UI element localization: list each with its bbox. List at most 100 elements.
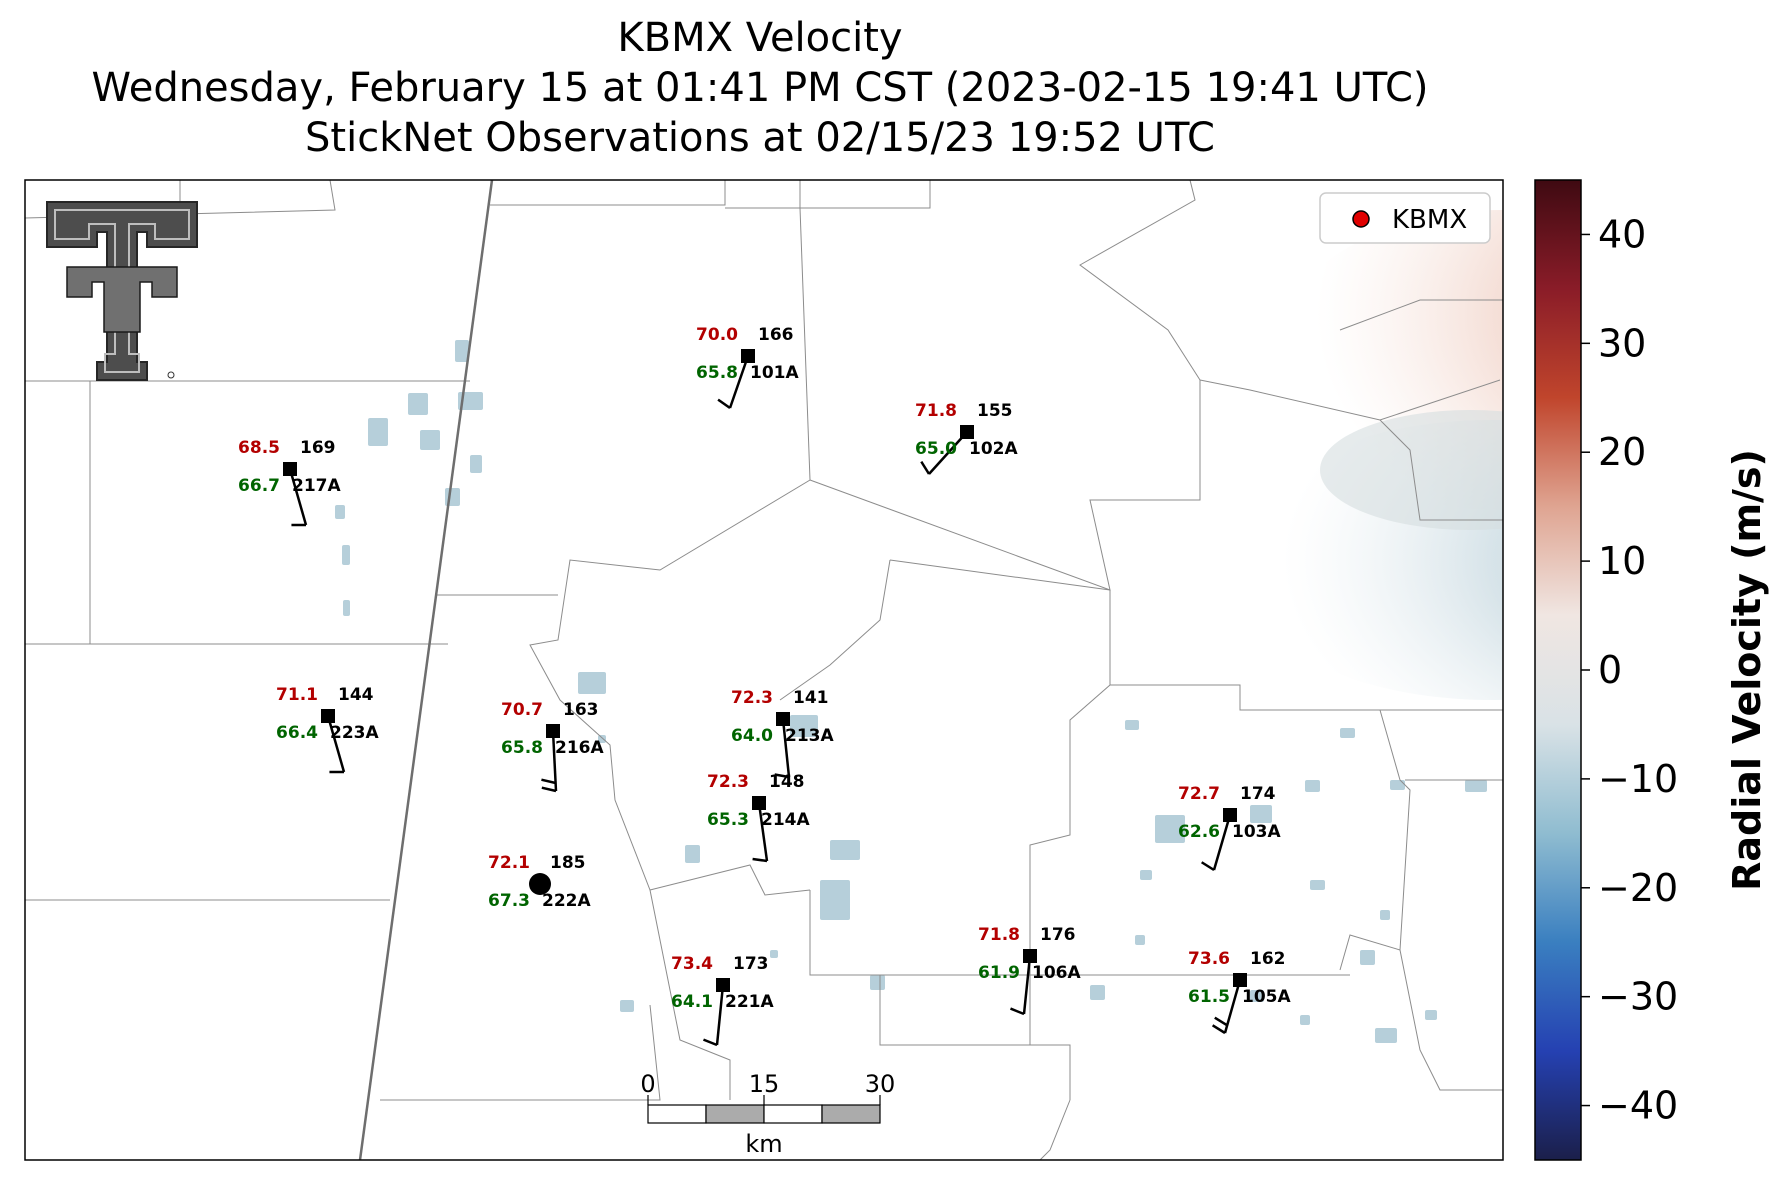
station-id: 214A [761, 810, 810, 830]
wind-barb-shaft [326, 715, 346, 773]
wind-barb-flag [920, 460, 931, 475]
station-pressure: 155 [977, 401, 1013, 421]
station-pressure: 144 [338, 685, 374, 705]
map-subtitle-time: Wednesday, February 15 at 01:41 PM CST (… [91, 65, 1429, 111]
station-dewpoint: 65.0 [915, 439, 957, 459]
station-223a[interactable]: 71.1 144 66.4 223A [276, 685, 379, 774]
echo-cell [1300, 1015, 1310, 1025]
station-103a[interactable]: 72.7 174 62.6 103A [1178, 784, 1281, 872]
logo-double-t [46, 201, 198, 381]
station-pressure: 176 [1040, 925, 1076, 945]
echo-cell [408, 393, 428, 415]
station-pressure: 148 [769, 772, 805, 792]
echo-cell [1155, 815, 1185, 843]
echo-cell [1465, 780, 1487, 792]
wind-barb-flag [774, 773, 790, 779]
echo-cell [342, 545, 350, 565]
legend-label-kbmx: KBMX [1392, 205, 1467, 235]
station-dewpoint: 65.3 [707, 810, 749, 830]
radar-echo-cells [335, 340, 1487, 1043]
station-222a[interactable]: 72.1 185 67.3 222A [488, 853, 591, 911]
wind-barb-shaft [715, 984, 725, 1046]
station-temperature: 71.8 [978, 925, 1020, 945]
station-temperature: 73.6 [1188, 949, 1230, 969]
station-pressure: 162 [1250, 949, 1286, 969]
station-dewpoint: 65.8 [696, 363, 738, 383]
station-101a[interactable]: 70.0 166 65.8 101A [696, 325, 799, 410]
echo-cell [470, 455, 482, 473]
station-214a[interactable]: 72.3 148 65.3 214A [707, 772, 810, 863]
station-216a[interactable]: 70.7 163 65.8 216A [501, 700, 604, 793]
station-pressure: 163 [563, 700, 599, 720]
colorbar-tick-label: 0 [1598, 648, 1622, 692]
station-dewpoint: 61.9 [978, 963, 1020, 983]
station-221a[interactable]: 73.4 173 64.1 221A [671, 954, 774, 1047]
wind-barb-flag [752, 857, 768, 863]
echo-cell [1250, 990, 1264, 1002]
wind-barb-shaft [928, 431, 968, 475]
station-id: 105A [1242, 987, 1291, 1007]
station-217a[interactable]: 68.5 169 66.7 217A [238, 438, 341, 527]
station-dewpoint: 62.6 [1178, 822, 1220, 842]
colorbar-tick-label: −10 [1598, 757, 1678, 801]
station-temperature: 72.3 [731, 688, 773, 708]
station-calm-marker [529, 873, 551, 895]
echo-cell [685, 845, 700, 863]
echo-cell [870, 975, 885, 990]
scale-tick-30: 30 [865, 1070, 896, 1098]
station-106a[interactable]: 71.8 176 61.9 106A [978, 925, 1081, 1016]
echo-cell [830, 840, 860, 860]
station-temperature: 72.3 [707, 772, 749, 792]
echo-cell [1250, 805, 1272, 823]
station-dewpoint: 66.7 [238, 476, 280, 496]
station-dewpoint: 67.3 [488, 891, 530, 911]
wind-barb-flag [541, 778, 556, 785]
station-temperature: 70.0 [696, 325, 738, 345]
wind-barb-flag [703, 1038, 718, 1047]
station-105a[interactable]: 73.6 162 61.5 105A [1188, 949, 1291, 1035]
legend: KBMX [1319, 192, 1491, 244]
echo-cell [1090, 985, 1105, 1000]
scale-unit: km [745, 1130, 782, 1158]
station-dewpoint: 65.8 [501, 738, 543, 758]
wind-barb-shaft [757, 802, 769, 862]
echo-cell [1390, 780, 1405, 790]
station-id: 223A [330, 723, 379, 743]
station-temperature: 73.4 [671, 954, 713, 974]
colorbar-tick-label: −40 [1598, 1084, 1678, 1128]
wind-barb-flag [541, 786, 557, 793]
station-pressure: 185 [550, 853, 586, 873]
station-213a[interactable]: 72.3 141 64.0 213A [731, 688, 834, 779]
colorbar-tick-label: 10 [1598, 539, 1646, 583]
station-pressure: 174 [1240, 784, 1276, 804]
station-102a[interactable]: 71.8 155 65.0 102A [915, 401, 1018, 475]
sticknet-stations: 70.0 166 65.8 101A 71.8 155 65.0 102A 68.5 169 66.… [238, 325, 1291, 1047]
scale-tick-15: 15 [749, 1070, 780, 1098]
echo-cell [1380, 910, 1390, 920]
colorbar: 40 30 20 10 0 −10 −20 −30 −40 Radial Velocity (m… [1534, 179, 1769, 1161]
station-id: 216A [555, 738, 604, 758]
echo-cell [1375, 1028, 1397, 1043]
scale-bar: 0 15 30 km [640, 1070, 895, 1158]
echo-cell [770, 950, 778, 958]
legend-marker-kbmx [1352, 210, 1370, 228]
station-temperature: 72.7 [1178, 784, 1220, 804]
station-id: 217A [292, 476, 341, 496]
wind-barb-flag [1211, 1024, 1226, 1035]
station-temperature: 70.7 [501, 700, 543, 720]
station-pressure: 169 [300, 438, 336, 458]
echo-cell [1425, 1010, 1437, 1020]
wind-barb-shaft [1212, 814, 1232, 871]
echo-cell [1140, 870, 1152, 880]
echo-cell [368, 418, 388, 446]
echo-cell [455, 340, 469, 362]
wind-barb-shaft [728, 355, 750, 409]
echo-cell [1305, 780, 1320, 792]
station-id: 103A [1232, 822, 1281, 842]
echo-cell [1340, 728, 1355, 738]
scale-tick-0: 0 [640, 1070, 655, 1098]
echo-cell [820, 880, 850, 920]
echo-cell [620, 1000, 634, 1012]
map-title: KBMX Velocity [617, 15, 903, 61]
